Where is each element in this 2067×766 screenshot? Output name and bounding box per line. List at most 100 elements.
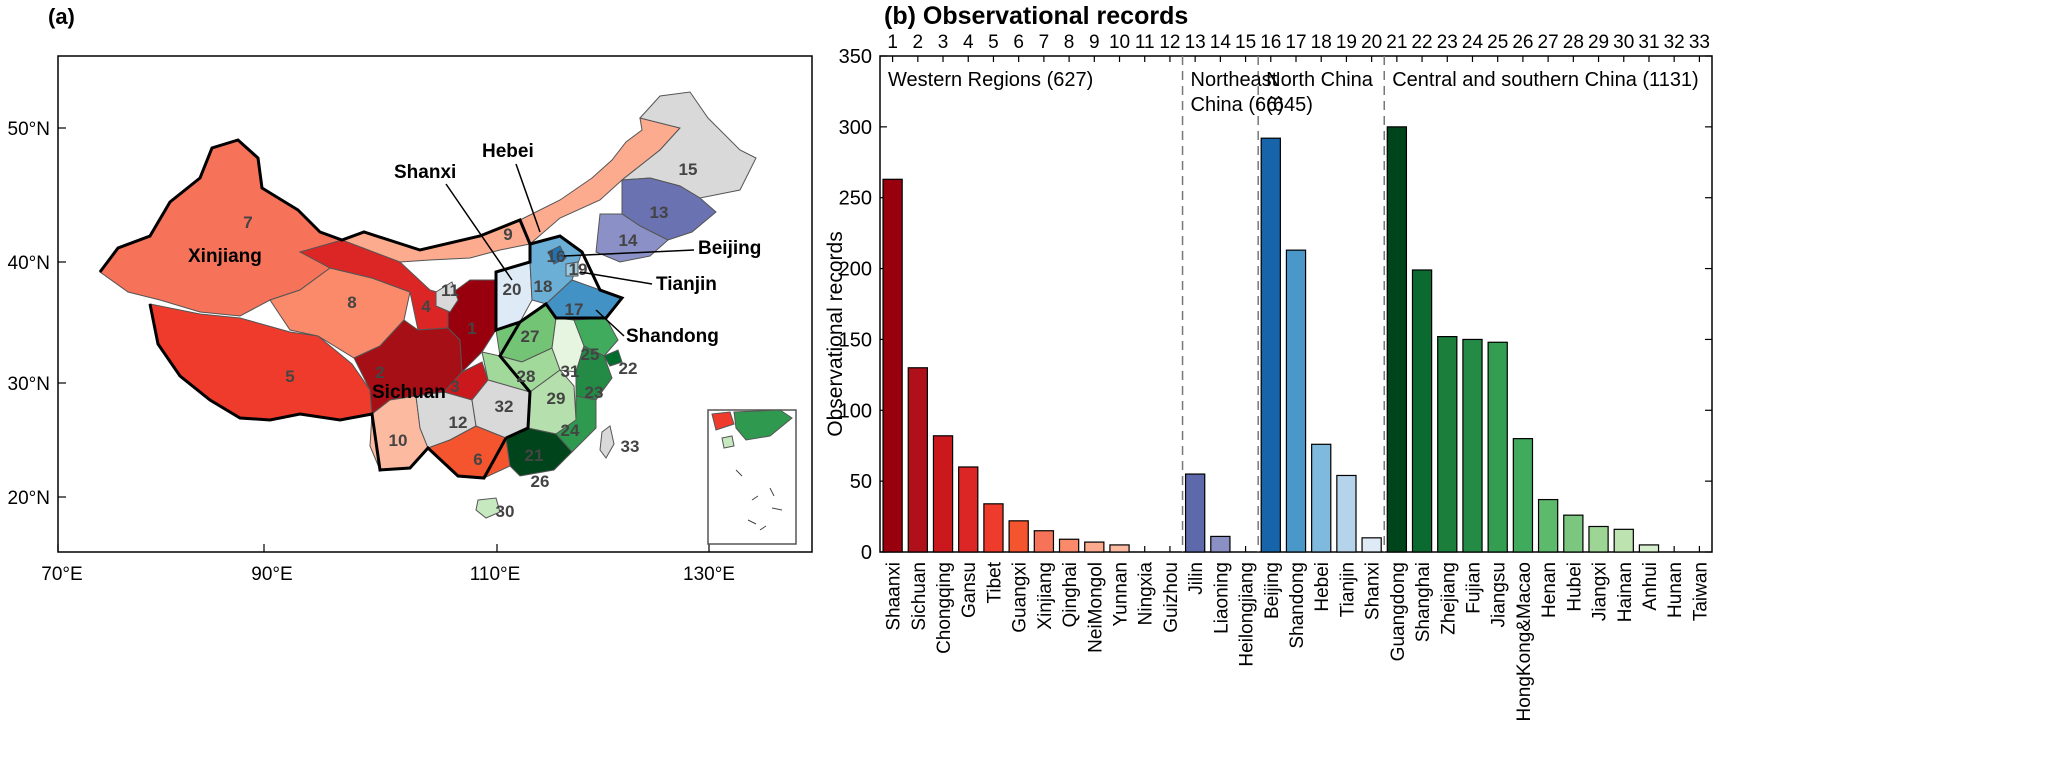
panel-b-chart: (b) Observational records Observational … bbox=[820, 0, 2067, 761]
x-tick-label: Hubei bbox=[1564, 562, 1585, 612]
lon-label: 90°E bbox=[251, 564, 292, 585]
map-ticks bbox=[57, 127, 710, 552]
region-number: 30 bbox=[496, 502, 515, 521]
y-tick-label: 200 bbox=[839, 259, 872, 281]
top-number: 13 bbox=[1185, 32, 1206, 53]
region-number: 11 bbox=[441, 281, 459, 300]
region-number: 31 bbox=[561, 362, 580, 381]
y-tick-label: 100 bbox=[839, 400, 872, 422]
x-tick-label: Chongqing bbox=[934, 562, 955, 654]
province-name-shanxi: Shanxi bbox=[394, 162, 456, 183]
leader-lines bbox=[445, 163, 695, 337]
y-axis-label: Observational records bbox=[824, 231, 847, 436]
top-number: 22 bbox=[1411, 32, 1432, 53]
y-tick-label: 0 bbox=[861, 542, 872, 564]
x-tick-label: NeiMongol bbox=[1085, 562, 1106, 653]
lon-label: 70°E bbox=[41, 564, 82, 585]
region-number: 13 bbox=[650, 203, 669, 222]
bar bbox=[1588, 525, 1609, 553]
top-number: 15 bbox=[1235, 32, 1256, 53]
top-number: 24 bbox=[1462, 32, 1484, 53]
bar bbox=[1210, 535, 1231, 553]
group-label: North China bbox=[1266, 69, 1374, 91]
region-number: 5 bbox=[285, 367, 294, 386]
region-number-labels: 1 2 3 4 5 6 7 8 9 10 11 12 13 14 15 16 1… bbox=[243, 160, 697, 521]
bar bbox=[1361, 537, 1382, 553]
top-number: 31 bbox=[1638, 32, 1659, 53]
region-number: 16 bbox=[547, 247, 566, 266]
top-number: 30 bbox=[1613, 32, 1634, 53]
x-tick-label: Beijing bbox=[1262, 562, 1283, 619]
top-number: 11 bbox=[1135, 32, 1155, 53]
y-tick-label: 150 bbox=[839, 329, 872, 351]
x-tick-label: Fujian bbox=[1463, 562, 1484, 614]
x-tick-label: Sichuan bbox=[909, 562, 930, 631]
region-hainan bbox=[475, 497, 501, 519]
top-number: 7 bbox=[1039, 32, 1050, 53]
region-number: 4 bbox=[421, 297, 431, 316]
lat-label: 40°N bbox=[8, 253, 50, 274]
province-name-tianjin: Tianjin bbox=[656, 274, 717, 295]
bar bbox=[1033, 530, 1055, 553]
bar bbox=[1084, 541, 1105, 553]
bar bbox=[958, 466, 979, 553]
map-frame bbox=[57, 55, 813, 553]
top-number: 25 bbox=[1487, 32, 1508, 53]
map-lon-labels: 70°E 90°E 110°E 130°E bbox=[41, 564, 735, 585]
region-number: 33 bbox=[621, 437, 640, 456]
group-borders bbox=[98, 138, 625, 480]
region-number: 9 bbox=[503, 225, 512, 244]
top-number: 10 bbox=[1109, 32, 1130, 53]
bar bbox=[1613, 528, 1634, 553]
top-number: 16 bbox=[1260, 32, 1281, 53]
bar bbox=[1411, 269, 1433, 553]
bar bbox=[1058, 538, 1080, 553]
top-number: 23 bbox=[1437, 32, 1458, 53]
lat-label: 30°N bbox=[8, 374, 50, 395]
top-number: 19 bbox=[1336, 32, 1357, 53]
x-tick-label: Shanghai bbox=[1413, 562, 1434, 642]
top-number: 3 bbox=[938, 32, 949, 53]
region-number: 32 bbox=[495, 397, 514, 416]
top-number: 26 bbox=[1512, 32, 1533, 53]
region-number: 2 bbox=[375, 363, 384, 382]
y-tick-label: 300 bbox=[839, 117, 872, 139]
lat-label: 20°N bbox=[8, 488, 50, 509]
x-tick-label: Tianjin bbox=[1337, 562, 1358, 617]
x-tick-labels: Shaanxi Sichuan Chongqing Gansu Tibet Guangxi… bbox=[884, 561, 1712, 721]
top-number: 4 bbox=[963, 32, 974, 53]
region-number: 24 bbox=[561, 421, 580, 440]
top-number: 33 bbox=[1689, 32, 1710, 53]
province-name-hebei: Hebei bbox=[482, 141, 534, 162]
top-number-labels: 1 2 3 4 5 6 7 8 9 10 11 12 13 14 15 16 17 18 19 20 21 22 23 24 2… bbox=[887, 32, 1710, 53]
bars bbox=[882, 126, 1660, 553]
group-label: Central and southern China (1131) bbox=[1392, 69, 1698, 91]
x-tick-label: Hainan bbox=[1615, 562, 1636, 622]
bar bbox=[1285, 249, 1307, 553]
province-name-shandong: Shandong bbox=[626, 326, 719, 347]
bar bbox=[1462, 338, 1483, 553]
region-number: 19 bbox=[569, 260, 588, 279]
province-name-labels: Xinjiang Sichuan Shanxi Hebei Beijing Ti… bbox=[188, 141, 761, 403]
x-tick-label: Taiwan bbox=[1690, 562, 1711, 621]
bar bbox=[907, 367, 928, 553]
y-tick-label: 350 bbox=[839, 46, 872, 68]
region-number: 22 bbox=[619, 359, 638, 378]
region-heilongjiang bbox=[620, 91, 757, 199]
region-number: 20 bbox=[503, 280, 522, 299]
x-tick-label: Tibet bbox=[984, 561, 1005, 603]
region-number: 12 bbox=[449, 413, 468, 432]
bar bbox=[932, 435, 954, 553]
region-tianjin bbox=[565, 261, 579, 277]
bar bbox=[1512, 438, 1534, 553]
x-tick-label: Shanxi bbox=[1363, 562, 1384, 620]
group-labels: Western Regions (627) Northeast China (66)… bbox=[888, 69, 1699, 116]
group-label: Northeast bbox=[1191, 69, 1278, 91]
lon-label: 130°E bbox=[683, 564, 735, 585]
region-number: 7 bbox=[243, 213, 252, 232]
province-name-beijing: Beijing bbox=[698, 238, 761, 259]
x-tick-label: Anhui bbox=[1640, 562, 1661, 611]
bar bbox=[1437, 335, 1458, 553]
region-number: 8 bbox=[347, 293, 356, 312]
region-number: 18 bbox=[534, 277, 553, 296]
